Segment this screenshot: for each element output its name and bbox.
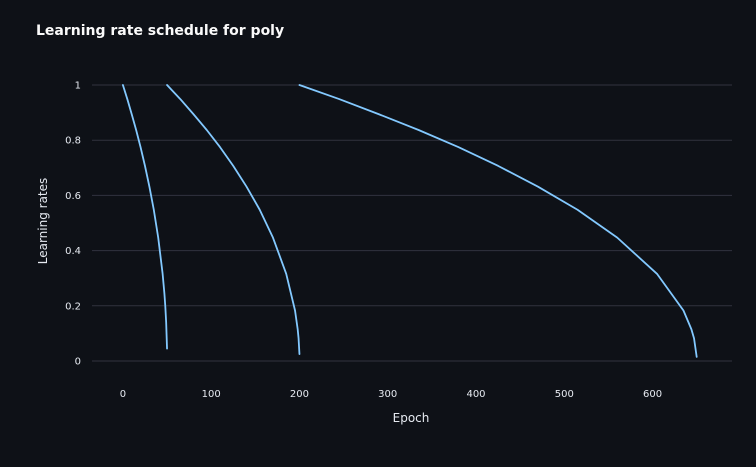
chart-title: Learning rate schedule for poly [36,23,284,39]
y-tick-labels: 0 0.2 0.4 0.6 0.8 1 [65,81,81,368]
y-tick-label: 0.6 [65,191,81,202]
x-tick-label: 100 [202,389,221,400]
y-tick-label: 0.4 [65,246,81,257]
y-tick-label: 0.8 [65,136,81,147]
x-tick-label: 400 [466,389,485,400]
y-axis-label: Learning rates [36,178,50,265]
y-tick-label: 1 [75,81,81,92]
grid-lines [92,84,732,362]
series-lines [122,84,698,358]
x-tick-labels: 0 100 200 300 400 500 600 [120,389,662,400]
series-line-2 [166,84,301,356]
series-line-3 [298,84,698,358]
series-line-1 [122,84,168,350]
x-axis-label: Epoch [393,411,430,425]
x-tick-label: 600 [643,389,662,400]
x-tick-label: 0 [120,389,126,400]
x-tick-label: 200 [290,389,309,400]
x-tick-label: 300 [378,389,397,400]
y-tick-label: 0.2 [65,301,81,312]
y-tick-label: 0 [75,357,81,368]
x-tick-label: 500 [555,389,574,400]
